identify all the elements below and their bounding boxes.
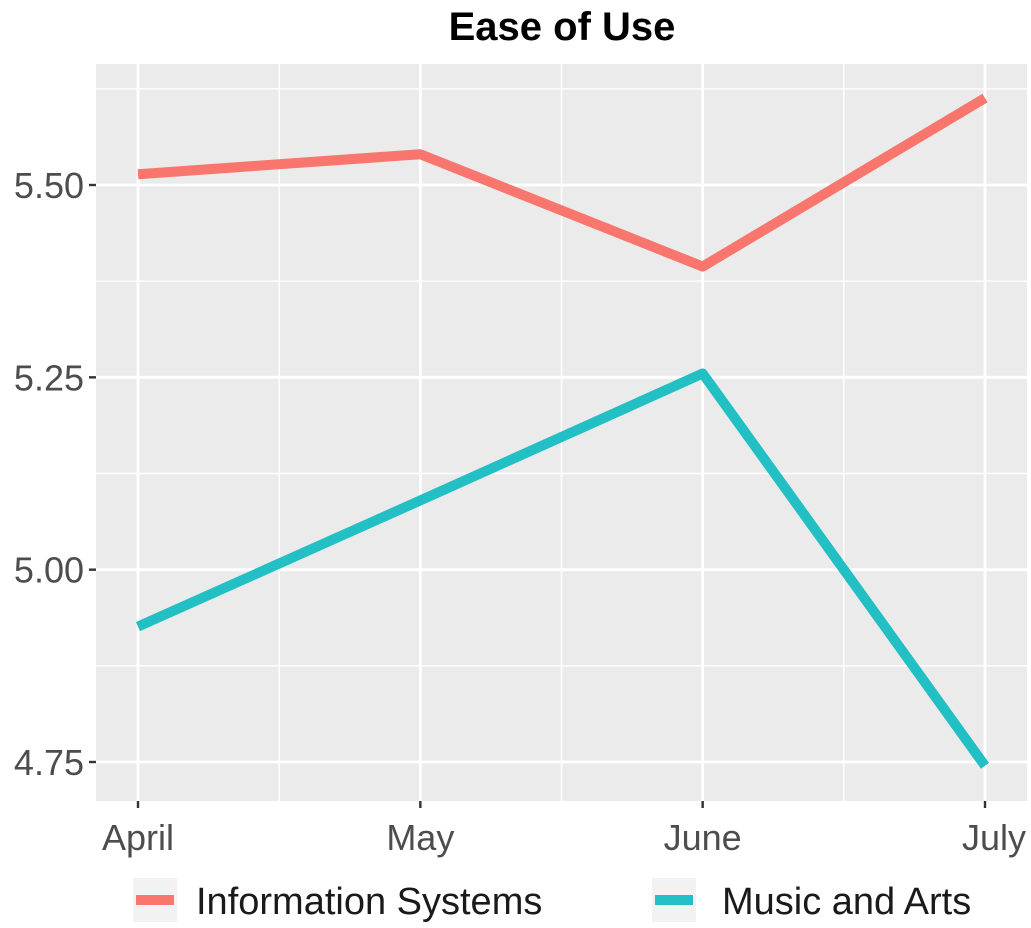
series-line-1 (135, 368, 990, 769)
y-tick-label: 4.75 (14, 742, 84, 783)
y-axis: 4.75 5.00 5.25 5.50 (14, 165, 96, 783)
series-lines (135, 93, 990, 769)
legend-label: Music and Arts (722, 881, 971, 923)
legend-item: Music and Arts (652, 878, 971, 923)
legend-item: Information Systems (133, 878, 542, 923)
x-tick-label: July (962, 817, 1026, 858)
y-tick-label: 5.25 (14, 357, 84, 398)
series-line-0 (137, 93, 988, 272)
x-tick-label: June (664, 817, 742, 858)
x-axis: April May June July (102, 801, 1026, 858)
y-tick-label: 5.00 (14, 550, 84, 591)
legend: Information Systems Music and Arts (133, 878, 971, 923)
x-tick-label: May (386, 817, 454, 858)
x-tick-label: April (102, 817, 174, 858)
y-tick-label: 5.50 (14, 165, 84, 206)
major-gridlines (96, 64, 1027, 801)
legend-label: Information Systems (196, 881, 542, 923)
chart-title: Ease of Use (449, 5, 676, 49)
